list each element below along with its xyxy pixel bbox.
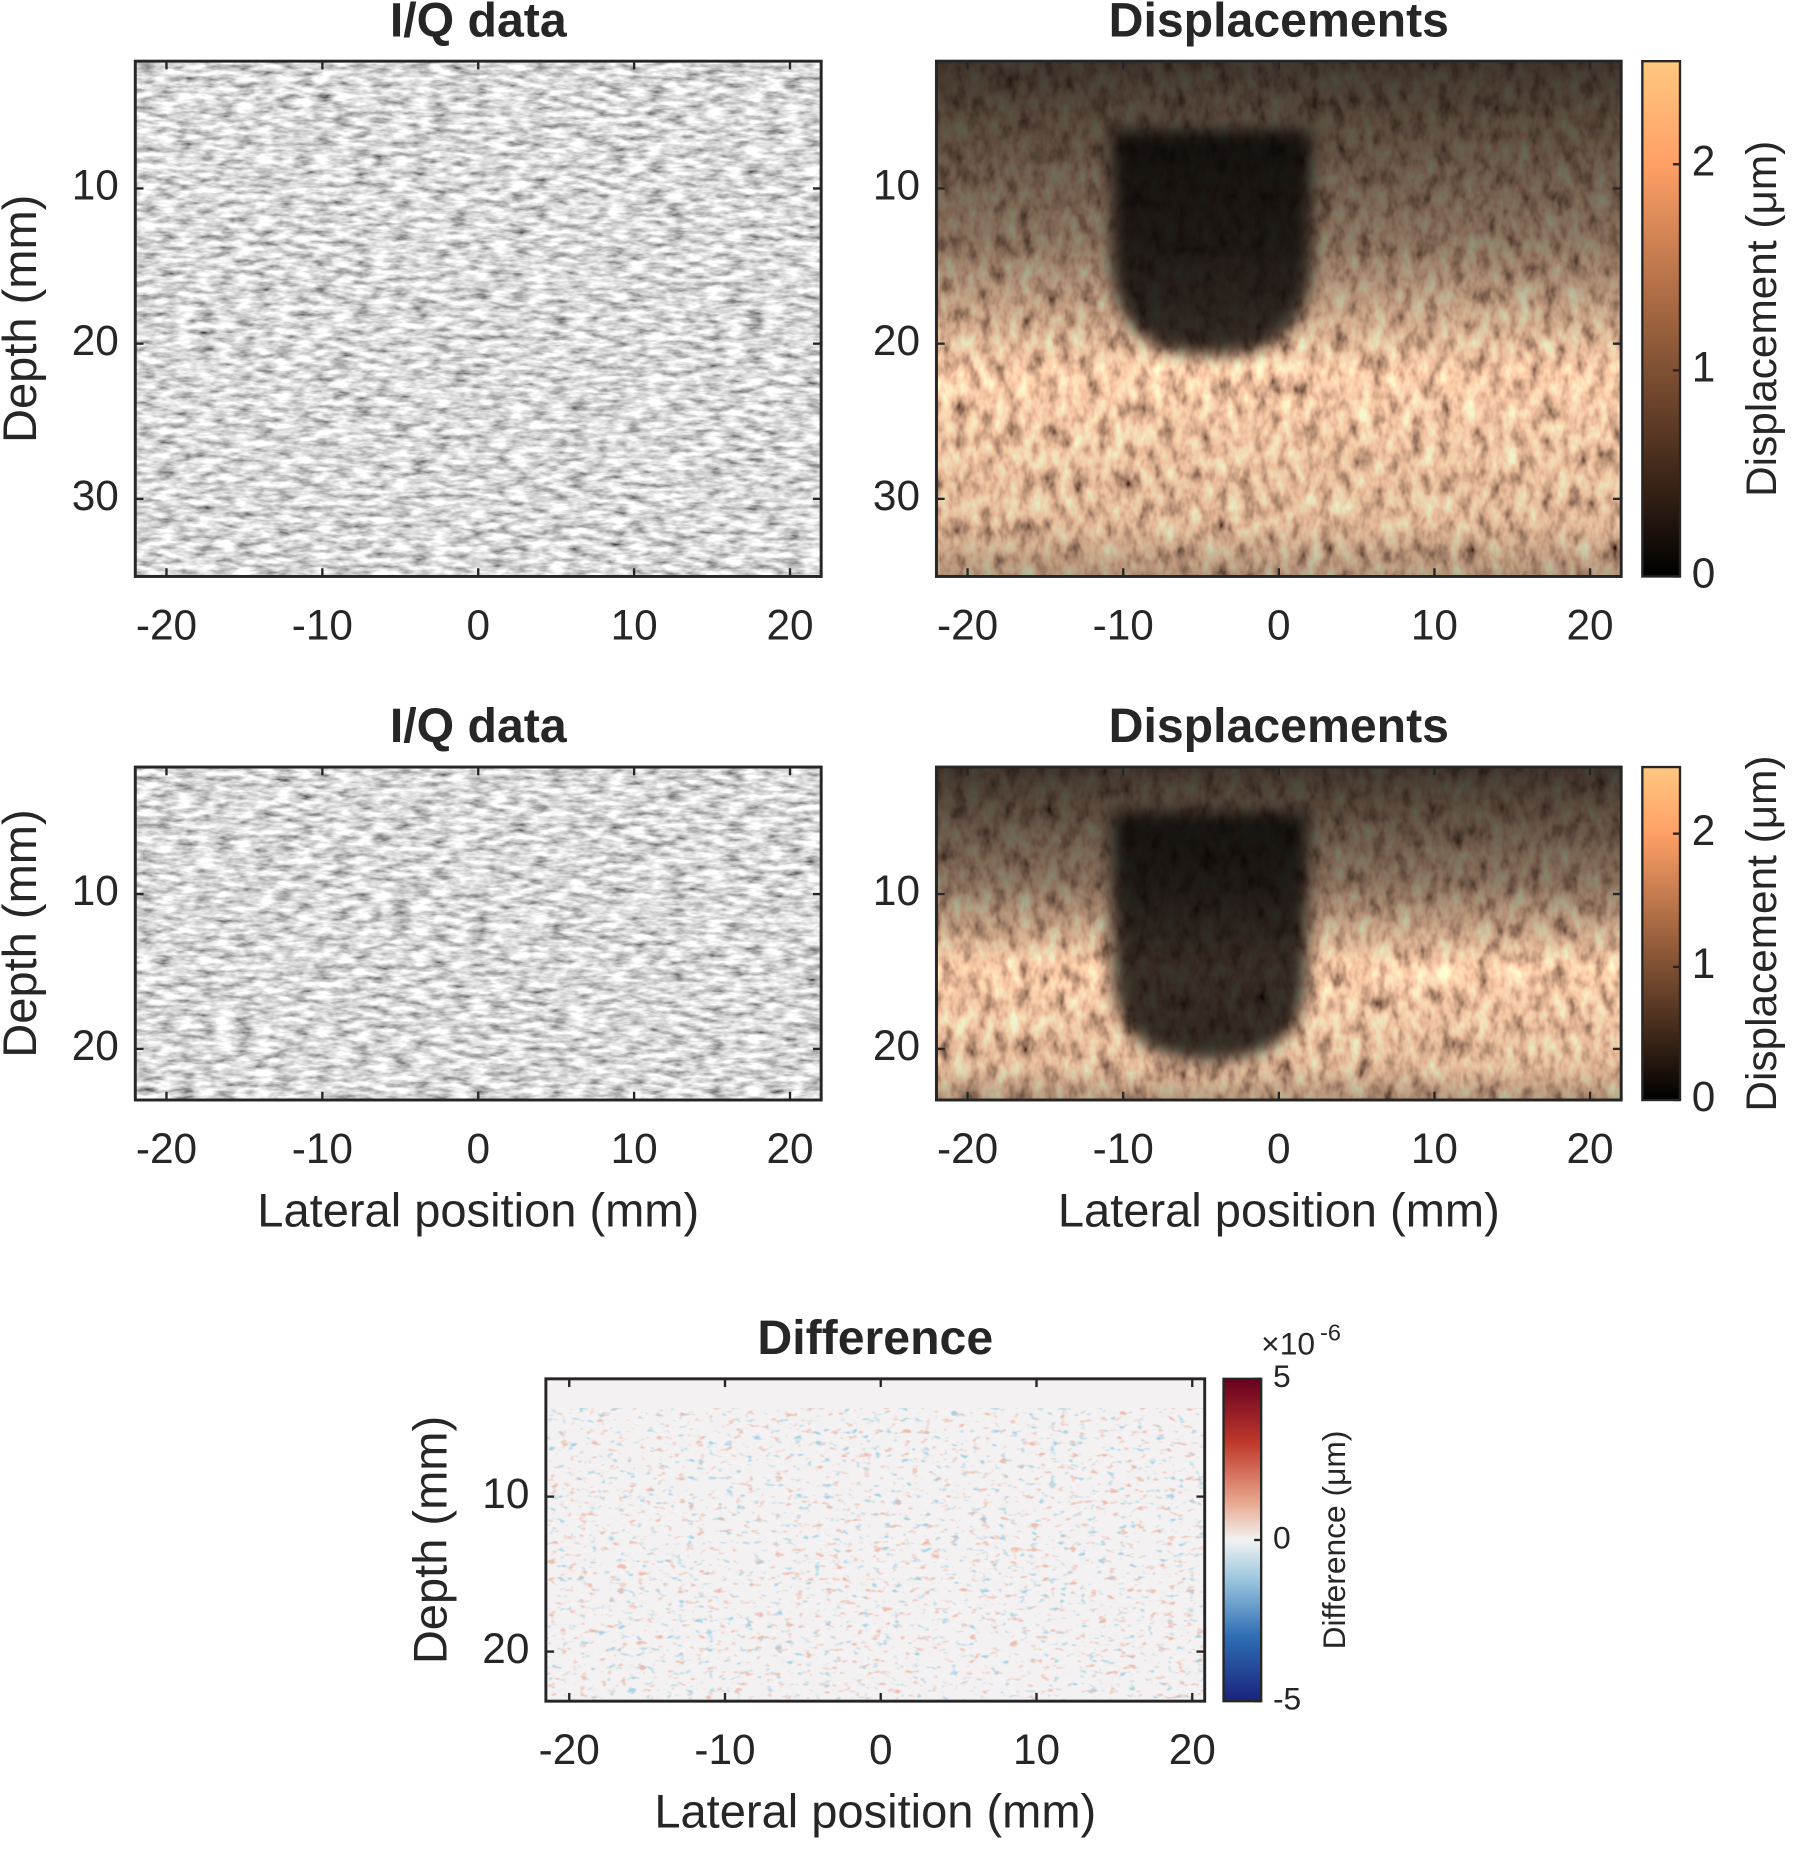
colorbar-tick-label: 0	[1692, 550, 1716, 597]
y-tick-label: 10	[72, 867, 119, 914]
x-tick-label: 0	[1267, 1125, 1291, 1172]
speckle-negative	[545, 1408, 1205, 1702]
y-tick-label: 20	[873, 317, 920, 364]
y-tick-label: 10	[873, 162, 920, 209]
x-tick-label: -20	[136, 601, 197, 648]
colorbar-label: Displacement (μm)	[1738, 141, 1785, 497]
y-tick-label: 30	[873, 472, 920, 519]
title: Displacements	[1109, 0, 1449, 47]
y-tick-label: 10	[482, 1470, 529, 1517]
colorbar	[1641, 60, 1682, 578]
image	[545, 1378, 1205, 1702]
x-tick-label: 10	[611, 601, 658, 648]
y-axis-label: Depth (mm)	[0, 195, 46, 443]
y-tick-label: 20	[873, 1022, 920, 1069]
panel: -20 -10 0 10 20 10 20 I/Q data Depth (mm) Lateral…	[0, 699, 823, 1237]
y-tick-label: 20	[72, 1022, 119, 1069]
x-tick-label: -10	[292, 1125, 353, 1172]
x-tick-label: 20	[766, 601, 813, 648]
y-tick-label: 10	[873, 867, 920, 914]
colorbar-tick-label: 5	[1273, 1358, 1291, 1394]
colorbar-tick-label: 0	[1273, 1519, 1291, 1555]
title: Difference	[757, 1311, 993, 1365]
inclusion	[1111, 129, 1312, 356]
x-tick-label: -20	[539, 1726, 600, 1773]
colorbar-tick-label: 1	[1692, 940, 1716, 987]
x-tick-label: 0	[466, 601, 490, 648]
x-tick-label: 10	[1411, 601, 1458, 648]
axes-box	[544, 1377, 1207, 1703]
panel: -20 -10 0 10 20 10 20 30 Displacements 0 1 2 Displac…	[873, 0, 1785, 648]
speckle	[135, 61, 822, 577]
colorbar-exponent: -6	[1320, 1319, 1341, 1345]
colorbar-tick-label: 2	[1692, 137, 1716, 184]
x-axis-label: Lateral position (mm)	[1058, 1184, 1500, 1237]
inclusion	[1111, 811, 1309, 1062]
image	[135, 61, 822, 577]
title: I/Q data	[390, 0, 568, 47]
x-tick-label: 20	[1566, 601, 1613, 648]
colorbar-tick-label: -5	[1273, 1681, 1301, 1717]
x-tick-label: 0	[869, 1726, 893, 1773]
y-axis-label: Depth (mm)	[404, 1416, 457, 1664]
x-tick-label: -10	[694, 1726, 755, 1773]
colorbar-label: Displacement (μm)	[1738, 755, 1785, 1111]
x-axis-label: Lateral position (mm)	[257, 1184, 699, 1237]
image	[936, 61, 1622, 577]
y-tick-label: 10	[72, 162, 119, 209]
x-tick-label: -10	[1093, 601, 1154, 648]
image	[936, 767, 1622, 1100]
colorbar-multiplier: ×10	[1261, 1325, 1315, 1361]
x-tick-label: 0	[466, 1125, 490, 1172]
y-tick-label: 30	[72, 472, 119, 519]
panel: -20 -10 0 10 20 10 20 30 I/Q data Depth (mm)	[0, 0, 823, 648]
y-axis-label: Depth (mm)	[0, 809, 46, 1057]
title: I/Q data	[390, 699, 568, 753]
x-tick-label: -20	[136, 1125, 197, 1172]
x-tick-label: -10	[292, 601, 353, 648]
x-tick-label: 20	[1566, 1125, 1613, 1172]
colorbar	[1641, 765, 1682, 1102]
colorbar-tick-label: 2	[1692, 807, 1716, 854]
y-tick-label: 20	[482, 1625, 529, 1672]
x-tick-label: 10	[1411, 1125, 1458, 1172]
x-tick-label: 10	[1013, 1726, 1060, 1773]
x-tick-label: -10	[1093, 1125, 1154, 1172]
panel: -20 -10 0 10 20 10 20 Difference Depth (mm) Later…	[404, 1311, 1352, 1838]
x-tick-label: -20	[937, 1125, 998, 1172]
x-tick-label: 20	[766, 1125, 813, 1172]
title: Displacements	[1109, 699, 1449, 753]
x-tick-label: 10	[611, 1125, 658, 1172]
colorbar-tick-label: 1	[1692, 344, 1716, 391]
x-axis-label: Lateral position (mm)	[654, 1785, 1096, 1838]
colorbar-label: Difference (μm)	[1316, 1431, 1352, 1650]
colorbar-tick-label: 0	[1692, 1073, 1716, 1120]
image	[135, 767, 822, 1100]
x-tick-label: 0	[1267, 601, 1291, 648]
speckle	[135, 767, 822, 1100]
x-tick-label: -20	[937, 601, 998, 648]
y-tick-label: 20	[72, 317, 119, 364]
x-tick-label: 20	[1169, 1726, 1216, 1773]
